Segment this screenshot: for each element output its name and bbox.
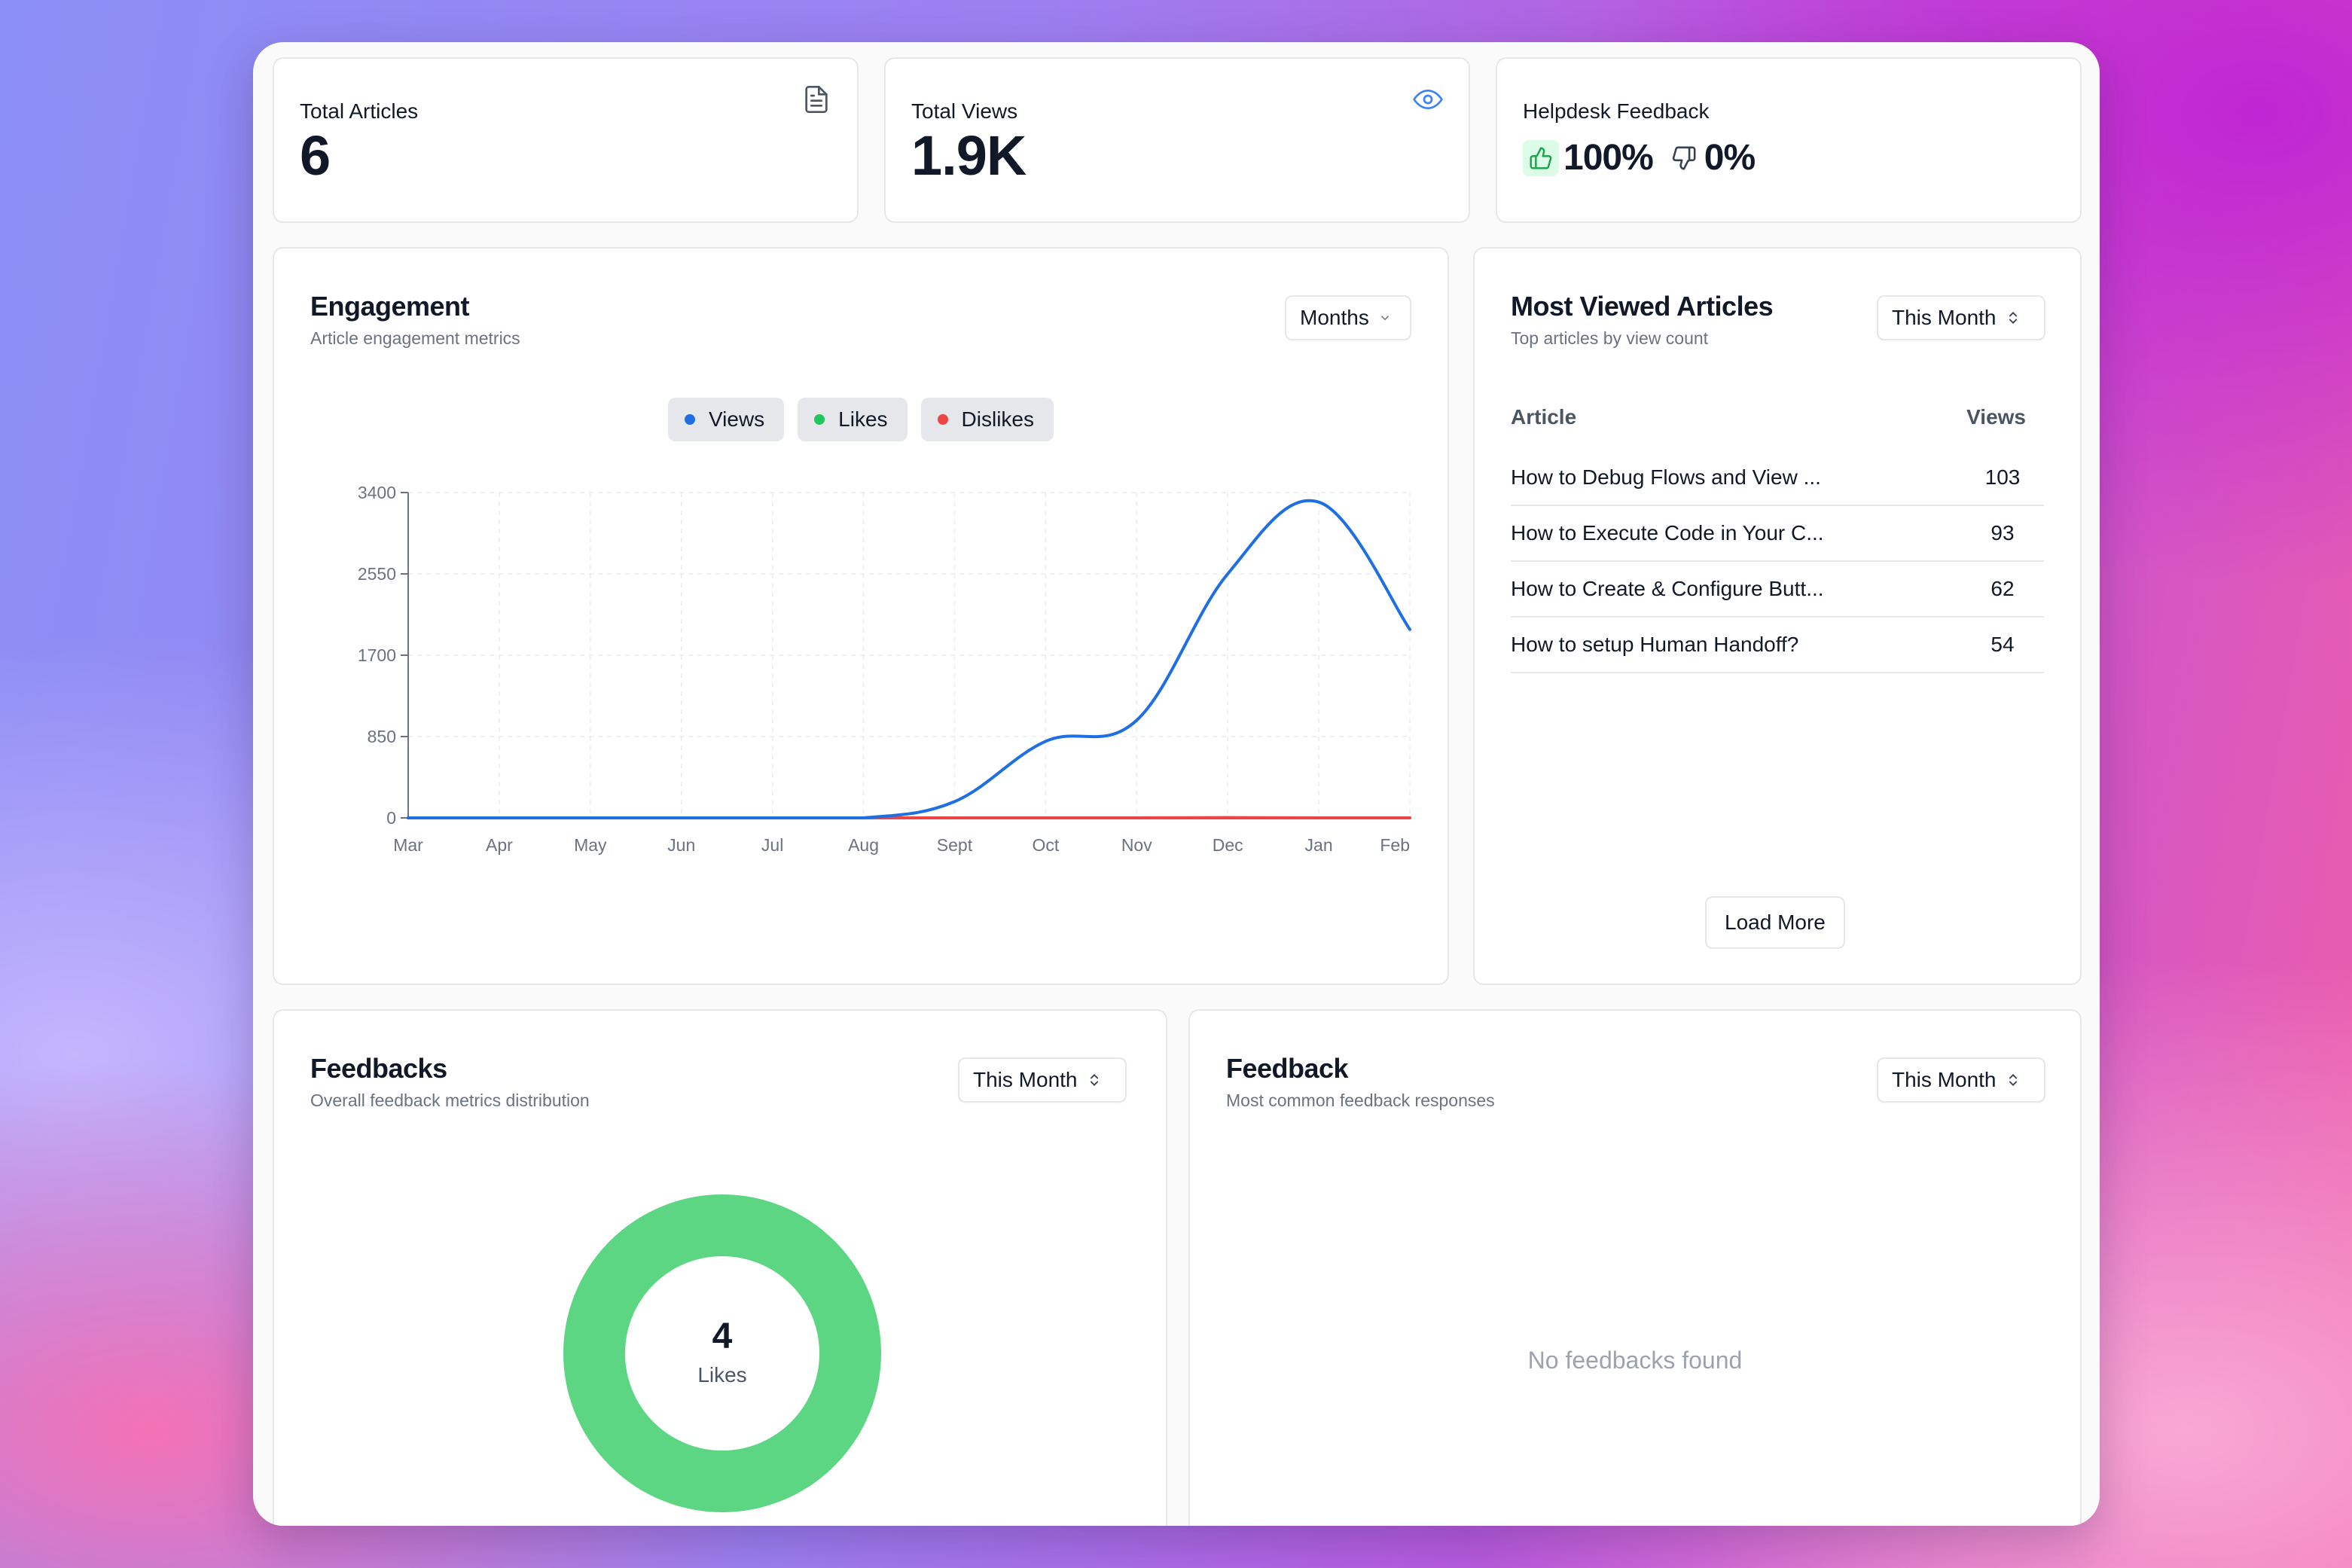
- donut-label: Likes: [697, 1363, 747, 1386]
- table-row[interactable]: How to Debug Flows and View ... 103: [1511, 450, 2044, 506]
- engagement-period-select[interactable]: Months: [1285, 295, 1411, 340]
- helpdesk-feedback-values: 100% 0%: [1523, 137, 1756, 178]
- articles-table-header: Article Views: [1511, 405, 2026, 429]
- x-tick-label: Dec: [1213, 835, 1243, 855]
- articles-table-body: How to Debug Flows and View ... 103 How …: [1511, 450, 2044, 673]
- engagement-line-chart: 0 850 1700 2550 3400 Mar Apr May Jun Jul Aug Sept Oc…: [358, 483, 1411, 855]
- legend-dot-views: [684, 414, 695, 425]
- total-articles-label: Total Articles: [300, 99, 419, 123]
- donut-likes-slice[interactable]: [563, 1194, 881, 1512]
- legend-dot-dislikes: [937, 414, 948, 425]
- legend-likes[interactable]: Likes: [798, 398, 908, 441]
- column-article: Article: [1511, 405, 1577, 429]
- helpdesk-feedback-label: Helpdesk Feedback: [1523, 99, 1710, 123]
- donut-center: 4 Likes: [560, 1316, 884, 1387]
- series-line-views: [407, 499, 1411, 819]
- total-views-label: Total Views: [911, 99, 1018, 123]
- x-tick-label: Apr: [486, 835, 513, 855]
- article-name: How to Debug Flows and View ...: [1511, 465, 1821, 489]
- negative-feedback-value: 0%: [1704, 138, 1756, 178]
- article-name: How to Create & Configure Butt...: [1511, 577, 1824, 600]
- load-more-button[interactable]: Load More: [1705, 896, 1845, 949]
- chevron-down-icon: [1378, 311, 1392, 325]
- x-tick-label: Aug: [848, 835, 879, 855]
- feedback-responses-card: Feedback Most common feedback responses …: [1188, 1009, 2082, 1526]
- feedback-period-select[interactable]: This Month: [1877, 1057, 2045, 1103]
- most-viewed-period-value: This Month: [1892, 306, 1997, 329]
- x-tick-label: Feb: [1380, 835, 1410, 855]
- table-row[interactable]: How to Execute Code in Your C... 93: [1511, 506, 2044, 562]
- feedbacks-period-select[interactable]: This Month: [958, 1057, 1127, 1103]
- feedback-donut-chart: [563, 1194, 881, 1512]
- helpdesk-feedback-card: Helpdesk Feedback 100% 0%: [1496, 57, 2082, 223]
- article-views: 93: [1991, 521, 2015, 545]
- total-articles-value: 6: [300, 124, 331, 187]
- y-tick-label: 1700: [358, 645, 396, 665]
- chevron-up-down-icon: [2006, 1071, 2021, 1089]
- positive-feedback-value: 100%: [1563, 138, 1654, 178]
- x-tick-label: Jul: [761, 835, 783, 855]
- x-tick-label: Mar: [393, 835, 423, 855]
- dashboard-window: Total Articles 6 Total Views 1.9K Helpde…: [253, 42, 2100, 1526]
- legend-likes-label: Likes: [838, 407, 888, 431]
- x-tick-label: Oct: [1032, 835, 1059, 855]
- x-tick-label: Nov: [1121, 835, 1152, 855]
- total-views-card: Total Views 1.9K: [884, 57, 1470, 223]
- total-views-value: 1.9K: [911, 124, 1027, 187]
- y-tick-label: 850: [368, 727, 396, 746]
- feedback-subtitle: Most common feedback responses: [1226, 1091, 1495, 1110]
- legend-views-label: Views: [708, 407, 765, 431]
- feedbacks-period-value: This Month: [973, 1068, 1078, 1091]
- engagement-card: Engagement Article engagement metrics Mo…: [273, 247, 1449, 985]
- most-viewed-title: Most Viewed Articles: [1511, 291, 1774, 322]
- thumbs-down-icon: [1672, 146, 1696, 169]
- legend-dot-likes: [814, 414, 825, 425]
- eye-icon: [1413, 90, 1443, 109]
- feedbacks-card: Feedbacks Overall feedback metrics distr…: [273, 1009, 1167, 1526]
- thumbs-up-icon: [1523, 139, 1559, 176]
- table-row[interactable]: How to setup Human Handoff? 54: [1511, 618, 2044, 673]
- donut-value: 4: [712, 1316, 733, 1356]
- chevron-up-down-icon: [2006, 309, 2021, 327]
- chevron-up-down-icon: [1087, 1071, 1102, 1089]
- article-views: 62: [1991, 577, 2015, 600]
- legend-dislikes[interactable]: Dislikes: [920, 398, 1054, 441]
- x-tick-label: Jan: [1305, 835, 1333, 855]
- y-tick-label: 0: [386, 808, 396, 828]
- feedback-period-value: This Month: [1892, 1068, 1997, 1091]
- article-name: How to Execute Code in Your C...: [1511, 521, 1824, 545]
- feedback-title: Feedback: [1226, 1053, 1349, 1084]
- legend-views[interactable]: Views: [667, 398, 785, 441]
- y-tick-label: 2550: [358, 564, 396, 584]
- y-tick-label: 3400: [358, 483, 396, 502]
- engagement-subtitle: Article engagement metrics: [310, 328, 520, 348]
- x-tick-label: Jun: [667, 835, 695, 855]
- empty-state-message: No feedbacks found: [1527, 1347, 1743, 1374]
- most-viewed-card: Most Viewed Articles Top articles by vie…: [1473, 247, 2082, 985]
- chart-legend: Views Likes Dislikes: [274, 398, 1448, 441]
- article-views: 103: [1984, 465, 2021, 489]
- article-views: 54: [1991, 633, 2015, 656]
- total-articles-card: Total Articles 6: [273, 57, 859, 223]
- most-viewed-subtitle: Top articles by view count: [1511, 328, 1709, 348]
- x-tick-label: Sept: [937, 835, 973, 855]
- engagement-title: Engagement: [310, 291, 470, 322]
- feedbacks-title: Feedbacks: [310, 1053, 447, 1084]
- most-viewed-period-select[interactable]: This Month: [1877, 295, 2045, 340]
- column-views: Views: [1966, 405, 2026, 429]
- feedbacks-subtitle: Overall feedback metrics distribution: [310, 1091, 590, 1110]
- engagement-period-value: Months: [1300, 306, 1369, 329]
- x-tick-label: May: [574, 835, 607, 855]
- table-row[interactable]: How to Create & Configure Butt... 62: [1511, 562, 2044, 618]
- document-icon: [805, 86, 828, 114]
- legend-dislikes-label: Dislikes: [961, 407, 1035, 431]
- article-name: How to setup Human Handoff?: [1511, 633, 1799, 656]
